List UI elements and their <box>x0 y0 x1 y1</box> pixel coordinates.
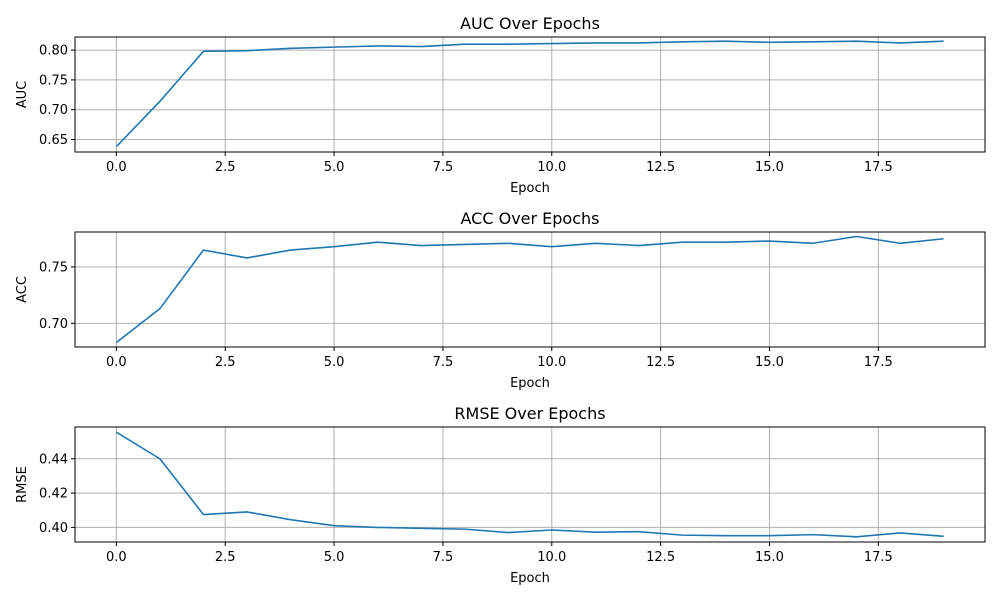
y-axis-label: AUC <box>15 81 30 109</box>
x-tick-label: 12.5 <box>646 550 675 565</box>
x-tick-label: 15.0 <box>755 160 784 175</box>
subplot-2: 0.0 2.5 5.0 7.5 10.0 12.5 15.0 17.5 0.70 0.75 ACC … <box>15 209 986 391</box>
x-tick-label: 2.5 <box>215 355 236 370</box>
y-axis-label: RMSE <box>15 466 30 503</box>
series-line <box>115 431 944 538</box>
axes-frame <box>74 231 986 348</box>
x-axis-label: Epoch <box>510 181 550 196</box>
x-tick-label: 0.0 <box>106 160 127 175</box>
x-tick-label: 12.5 <box>646 355 675 370</box>
series-line <box>115 40 944 148</box>
x-tick-label: 2.5 <box>215 550 236 565</box>
x-tick-label: 5.0 <box>324 550 345 565</box>
axes-frame <box>74 426 986 543</box>
x-tick-label: 10.0 <box>537 160 566 175</box>
x-tick-label: 10.0 <box>537 550 566 565</box>
axes-frame <box>74 36 986 153</box>
y-tick-label: 0.70 <box>39 103 68 118</box>
y-tick-label: 0.75 <box>39 260 68 275</box>
y-tick-label: 0.65 <box>39 133 68 148</box>
x-tick-label: 5.0 <box>324 355 345 370</box>
chart-title: AUC Over Epochs <box>460 14 600 33</box>
x-tick-label: 17.5 <box>864 550 893 565</box>
x-tick-label: 7.5 <box>433 355 454 370</box>
x-tick-label: 17.5 <box>864 355 893 370</box>
x-tick-label: 7.5 <box>433 550 454 565</box>
subplot-3: 0.0 2.5 5.0 7.5 10.0 12.5 15.0 17.5 0.40 0.42 0.44… <box>15 404 986 586</box>
chart-title: ACC Over Epochs <box>461 209 600 228</box>
x-tick-label: 12.5 <box>646 160 675 175</box>
x-tick-label: 15.0 <box>755 550 784 565</box>
chart-title: RMSE Over Epochs <box>454 404 605 423</box>
x-tick-label: 10.0 <box>537 355 566 370</box>
x-tick-label: 7.5 <box>433 160 454 175</box>
x-tick-label: 2.5 <box>215 160 236 175</box>
x-tick-label: 5.0 <box>324 160 345 175</box>
subplot-1: 0.0 2.5 5.0 7.5 10.0 12.5 15.0 17.5 0.65 0.70 0.75… <box>15 14 986 196</box>
y-tick-label: 0.80 <box>39 44 68 59</box>
x-tick-label: 17.5 <box>864 160 893 175</box>
x-tick-label: 15.0 <box>755 355 784 370</box>
y-tick-label: 0.42 <box>39 487 68 502</box>
series-line <box>115 235 944 344</box>
y-tick-label: 0.75 <box>39 73 68 88</box>
x-axis-label: Epoch <box>510 376 550 391</box>
x-tick-label: 0.0 <box>106 550 127 565</box>
x-axis-label: Epoch <box>510 571 550 586</box>
y-tick-label: 0.70 <box>39 317 68 332</box>
y-axis-label: ACC <box>15 276 30 303</box>
y-tick-label: 0.40 <box>39 521 68 536</box>
x-tick-label: 0.0 <box>106 355 127 370</box>
y-tick-label: 0.44 <box>39 452 68 467</box>
